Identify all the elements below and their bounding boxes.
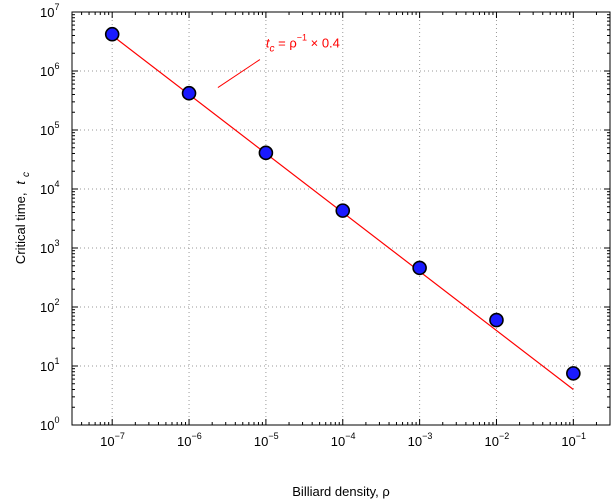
x-tick-label: 10−4 — [331, 431, 356, 449]
x-tick-exponent: −7 — [115, 431, 125, 441]
y-tick-label: 100 — [40, 415, 59, 433]
grid-lines — [72, 12, 610, 425]
y-tick-base: 10 — [40, 123, 54, 138]
plot-area-frame — [71, 11, 611, 426]
y-tick-exponent: 7 — [54, 2, 59, 12]
y-tick-base: 10 — [40, 418, 54, 433]
y-tick-base: 10 — [40, 182, 54, 197]
y-tick-base: 10 — [40, 300, 54, 315]
annotation-subscript: c — [270, 44, 275, 55]
y-tick-exponent: 3 — [54, 238, 59, 248]
annotation-formula: = ρ — [275, 36, 297, 51]
x-tick-base: 10 — [561, 434, 575, 449]
x-tick-exponent: −2 — [499, 431, 509, 441]
annotation-suffix: × 0.4 — [307, 36, 340, 51]
y-axis-label-prefix: Critical time, — [13, 193, 28, 265]
y-tick-exponent: 4 — [54, 179, 59, 189]
x-tick-label: 10−5 — [254, 431, 279, 449]
x-tick-base: 10 — [408, 434, 422, 449]
y-axis-label: Critical time, tc — [13, 172, 32, 264]
y-tick-label: 102 — [40, 297, 59, 315]
data-point — [104, 26, 120, 42]
x-tick-exponent: −5 — [268, 431, 278, 441]
x-tick-base: 10 — [254, 434, 268, 449]
y-axis-label-subscript: c — [21, 172, 32, 177]
y-tick-base: 10 — [40, 5, 54, 20]
annotation-symbol: t — [266, 36, 271, 51]
y-tick-label: 107 — [40, 2, 59, 20]
y-tick-label: 106 — [40, 61, 59, 79]
x-tick-exponent: −6 — [192, 431, 202, 441]
x-tick-exponent: −4 — [345, 431, 355, 441]
x-tick-label: 10−2 — [484, 431, 509, 449]
x-tick-base: 10 — [100, 434, 114, 449]
x-tick-exponent: −1 — [576, 431, 586, 441]
y-tick-label: 103 — [40, 238, 59, 256]
data-points — [104, 26, 581, 381]
fit-annotation: tc = ρ−1 × 0.4 — [266, 33, 340, 55]
y-axis-label-symbol: t — [13, 180, 28, 185]
data-point — [566, 366, 581, 381]
axis-ticks — [71, 11, 610, 426]
y-tick-base: 10 — [40, 64, 54, 79]
x-axis-label: Billiard density, ρ — [292, 484, 389, 499]
data-point — [258, 145, 274, 161]
x-tick-label: 10−6 — [177, 431, 202, 449]
y-tick-base: 10 — [40, 241, 54, 256]
data-point — [335, 203, 351, 218]
data-point — [181, 85, 197, 101]
x-tick-label: 10−7 — [100, 431, 125, 449]
data-point — [489, 312, 504, 328]
data-point — [412, 260, 427, 276]
x-tick-base: 10 — [331, 434, 345, 449]
x-tick-base: 10 — [177, 434, 191, 449]
y-tick-exponent: 0 — [54, 415, 59, 425]
x-tick-exponent: −3 — [422, 431, 432, 441]
y-tick-label: 105 — [40, 120, 59, 138]
y-tick-label: 101 — [40, 356, 59, 374]
y-tick-base: 10 — [40, 359, 54, 374]
x-tick-label: 10−3 — [408, 431, 433, 449]
x-tick-label: 10−1 — [561, 431, 586, 449]
annotation-pointer — [217, 59, 261, 88]
y-tick-exponent: 1 — [54, 356, 59, 366]
y-tick-label: 104 — [40, 179, 59, 197]
x-axis-tick-labels: 10−7 10−6 10−5 10−4 10−3 10−2 10−1 — [100, 431, 586, 449]
x-tick-base: 10 — [484, 434, 498, 449]
y-tick-exponent: 6 — [54, 61, 59, 71]
y-tick-exponent: 5 — [54, 120, 59, 130]
y-tick-exponent: 2 — [54, 297, 59, 307]
annotation-exponent: −1 — [297, 33, 307, 43]
